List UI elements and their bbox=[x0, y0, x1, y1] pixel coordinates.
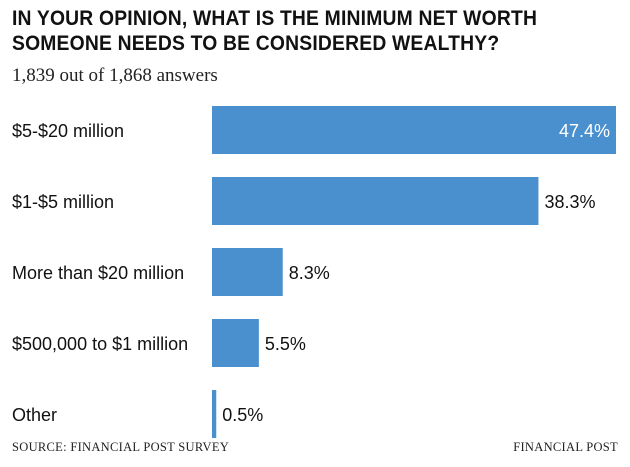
value-label: 5.5% bbox=[265, 334, 306, 354]
category-label: Other bbox=[12, 405, 57, 425]
chart-title: IN YOUR OPINION, WHAT IS THE MINIMUM NET… bbox=[12, 6, 570, 56]
bar bbox=[212, 390, 217, 438]
value-label: 0.5% bbox=[222, 405, 263, 425]
value-label: 38.3% bbox=[544, 192, 595, 212]
category-label: $500,000 to $1 million bbox=[12, 334, 188, 354]
category-label: $1-$5 million bbox=[12, 192, 114, 212]
value-label: 47.4% bbox=[559, 121, 610, 141]
bar-row: $500,000 to $1 million 5.5% bbox=[12, 319, 306, 367]
source-note: SOURCE: FINANCIAL POST SURVEY bbox=[12, 440, 230, 454]
category-label: $5-$20 million bbox=[12, 121, 124, 141]
bar-row: Other 0.5% bbox=[12, 390, 263, 438]
chart-title-line-1: IN YOUR OPINION, WHAT IS THE MINIMUM NET… bbox=[12, 7, 538, 30]
value-label: 8.3% bbox=[289, 263, 330, 283]
chart-subtitle: 1,839 out of 1,868 answers bbox=[12, 65, 218, 86]
category-label: More than $20 million bbox=[12, 263, 184, 283]
bar bbox=[212, 106, 616, 154]
bar-row: More than $20 million 8.3% bbox=[12, 248, 330, 296]
bar-row: $1-$5 million 38.3% bbox=[12, 177, 595, 225]
bar bbox=[212, 248, 283, 296]
chart-title-line-2: SOMEONE NEEDS TO BE CONSIDERED WEALTHY? bbox=[12, 32, 500, 55]
bar bbox=[212, 177, 539, 225]
bar-row: $5-$20 million 47.4% bbox=[12, 106, 616, 154]
bar bbox=[212, 319, 259, 367]
publisher-credit: FINANCIAL POST bbox=[513, 440, 618, 454]
